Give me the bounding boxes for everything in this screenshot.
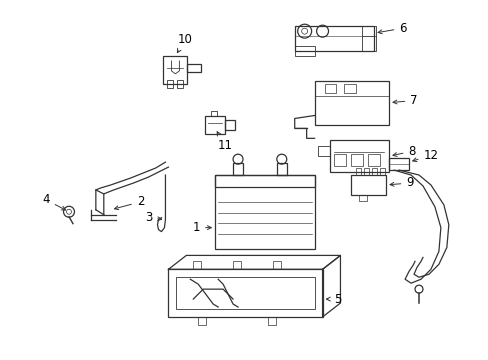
Bar — [272, 261, 280, 269]
Bar — [215, 175, 314, 187]
Bar — [215, 175, 314, 249]
Text: 8: 8 — [392, 145, 415, 158]
Text: 9: 9 — [389, 176, 413, 189]
Bar — [267, 317, 275, 325]
Text: 7: 7 — [392, 94, 417, 107]
Bar — [193, 261, 201, 269]
Bar — [334, 154, 346, 166]
Bar — [362, 26, 375, 51]
Bar — [294, 46, 314, 56]
Bar — [187, 64, 201, 72]
Text: 11: 11 — [217, 132, 232, 152]
Bar — [351, 175, 386, 195]
Bar — [314, 81, 388, 125]
Bar — [167, 80, 173, 88]
Bar — [177, 80, 183, 88]
Bar — [388, 158, 408, 170]
Bar — [359, 195, 366, 201]
Bar — [367, 154, 380, 166]
Bar — [329, 140, 388, 172]
Text: 2: 2 — [114, 195, 144, 210]
Bar — [176, 277, 314, 309]
Bar — [344, 84, 356, 93]
Bar — [233, 163, 243, 175]
Text: 6: 6 — [377, 22, 406, 35]
Bar — [317, 146, 329, 156]
Bar — [163, 56, 187, 84]
Bar — [233, 261, 241, 269]
Text: 10: 10 — [177, 33, 192, 53]
Text: 4: 4 — [42, 193, 65, 210]
Bar — [198, 317, 206, 325]
Bar — [205, 117, 224, 134]
Text: 1: 1 — [192, 221, 211, 234]
Bar — [294, 26, 373, 51]
Bar — [364, 168, 368, 175]
Bar — [324, 84, 336, 93]
Text: 12: 12 — [412, 149, 438, 162]
Text: 3: 3 — [144, 211, 162, 224]
Bar — [168, 269, 322, 317]
Text: 5: 5 — [326, 293, 341, 306]
Bar — [224, 121, 235, 130]
Bar — [380, 168, 385, 175]
Bar — [356, 168, 361, 175]
Bar — [371, 168, 376, 175]
Bar — [276, 163, 286, 175]
Bar — [351, 154, 363, 166]
